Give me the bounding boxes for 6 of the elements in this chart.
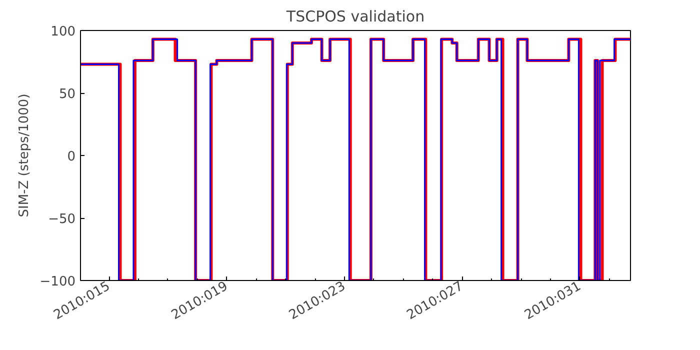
chart-title: TSCPOS validation xyxy=(285,8,425,26)
y-tick-label: −50 xyxy=(48,212,76,227)
y-tick-label: 100 xyxy=(50,24,76,40)
y-tick-label: 0 xyxy=(67,150,76,164)
y-axis-title: SIM-Z (steps/1000) xyxy=(16,94,32,218)
y-tick-label: 50 xyxy=(58,87,76,102)
